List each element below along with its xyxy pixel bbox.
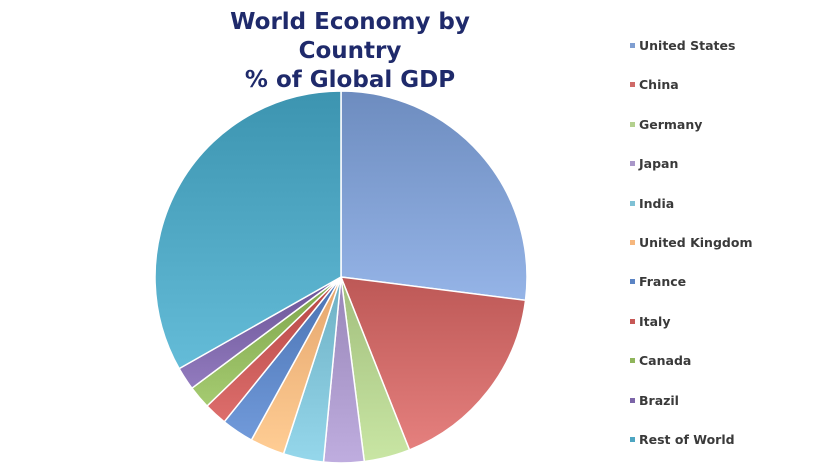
legend-swatch [630,437,635,442]
legend-label: Brazil [639,392,679,408]
legend-label: China [639,77,679,93]
legend-swatch [630,161,635,167]
pie-slice-china [339,276,527,451]
legend-label: United Kingdom [639,235,753,250]
legend-swatch [630,358,635,364]
legend-swatch [630,200,635,206]
legend-label: India [639,195,675,211]
legend-swatch [630,318,635,324]
legend-swatch [630,43,635,48]
legend-swatch [630,240,635,245]
title-line: World Economy by Country [230,9,470,64]
legend-label: Germany [639,116,703,132]
legend-label: France [639,274,687,290]
legend-label: Canada [639,353,692,369]
subtitle-line: % of Global GDP [244,67,456,93]
legend-label: Rest of World [639,432,735,447]
legend-swatch [630,121,635,127]
legend-label: Italy [639,313,671,329]
chart-title: World Economy by Country % of Global GDP [190,8,510,95]
legend-swatch [630,279,635,285]
pie-slice-united-states [340,90,528,302]
pie-slice-rest-of-world [154,90,342,370]
legend-swatch [630,397,635,403]
legend-swatch [630,82,635,88]
legend-label: Japan [639,156,679,172]
legend-label: United States [639,38,736,53]
